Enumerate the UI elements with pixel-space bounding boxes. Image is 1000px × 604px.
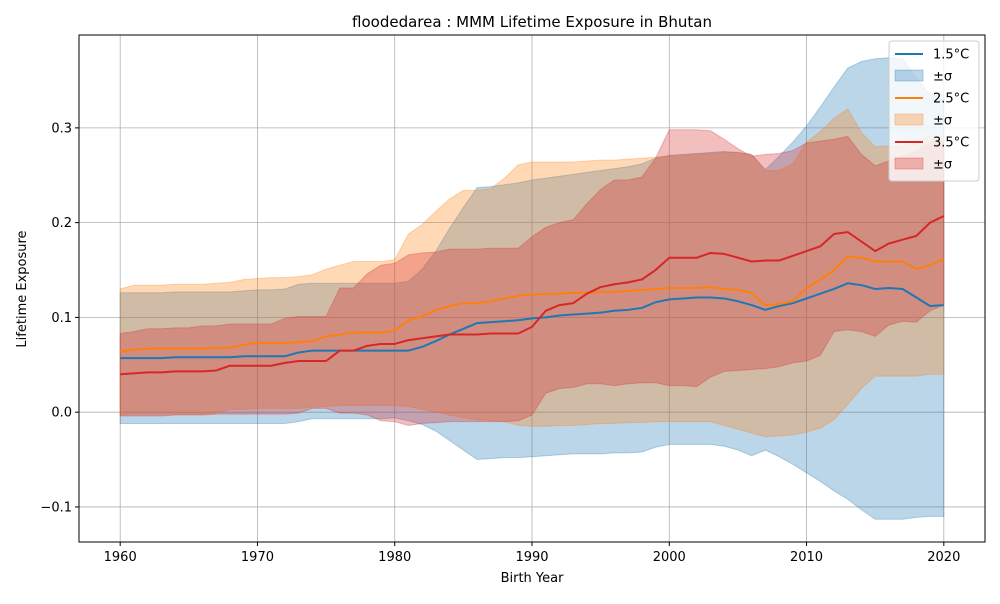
series-lines bbox=[120, 215, 945, 376]
x-tick-label: 1990 bbox=[515, 550, 548, 565]
legend-band-swatch bbox=[894, 157, 924, 170]
legend-band-label: ±σ bbox=[933, 70, 952, 85]
legend-box bbox=[888, 40, 980, 182]
series-line-0 bbox=[120, 282, 944, 360]
y-tick-label: 0.0 bbox=[51, 406, 72, 421]
legend-band-swatch bbox=[894, 113, 924, 126]
x-tick-label: 2000 bbox=[653, 550, 686, 565]
x-axis-title: Birth Year bbox=[501, 571, 565, 586]
x-tick-label: 1970 bbox=[241, 550, 274, 565]
x-axis-ticks: 1960 1970 1980 1990 2000 2010 2020 bbox=[104, 542, 960, 565]
y-tick-label: −0.1 bbox=[40, 500, 72, 515]
legend-label: 2.5°C bbox=[933, 92, 969, 107]
legend-band-label: ±σ bbox=[933, 114, 952, 129]
x-tick-label: 2010 bbox=[790, 550, 823, 565]
series-line-2 bbox=[120, 215, 945, 376]
sigma-band-0 bbox=[119, 57, 945, 520]
y-tick-label: 0.2 bbox=[51, 216, 72, 231]
chart-title: floodedarea : MMM Lifetime Exposure in B… bbox=[352, 13, 712, 31]
legend-label: 1.5°C bbox=[933, 48, 969, 63]
y-tick-label: 0.1 bbox=[51, 311, 72, 326]
x-tick-label: 1960 bbox=[104, 550, 137, 565]
series-line-1 bbox=[120, 255, 945, 353]
x-tick-label: 2020 bbox=[927, 550, 960, 565]
legend-band-label: ±σ bbox=[933, 158, 952, 173]
y-axis-ticks: −0.1 0.0 0.1 0.2 0.3 bbox=[40, 121, 79, 515]
legend: 1.5°C ±σ 2.5°C ±σ 3.5°C ±σ bbox=[888, 40, 980, 182]
y-tick-label: 0.3 bbox=[51, 121, 72, 136]
legend-band-swatch bbox=[894, 69, 924, 82]
sigma-band-1 bbox=[119, 108, 945, 438]
x-tick-label: 1980 bbox=[378, 550, 411, 565]
legend-label: 3.5°C bbox=[933, 136, 969, 151]
y-axis-title: Lifetime Exposure bbox=[15, 230, 30, 347]
